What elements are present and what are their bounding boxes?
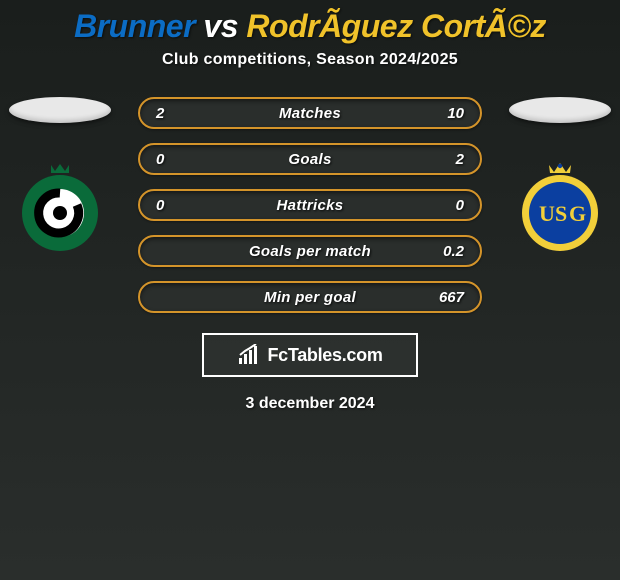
widget-root: Brunner vs RodrÃ­guez CortÃ©z Club compe… xyxy=(0,0,620,413)
stat-label: Min per goal xyxy=(264,289,356,306)
club-badge-left xyxy=(15,163,105,253)
stat-right-value: 0.2 xyxy=(434,243,464,260)
stat-label: Goals xyxy=(288,151,331,168)
stat-row: Min per goal 667 xyxy=(138,281,482,313)
stat-label: Matches xyxy=(279,105,341,122)
date-text: 3 december 2024 xyxy=(246,395,375,413)
stat-label: Goals per match xyxy=(249,243,371,260)
club-badge-right: U S G xyxy=(515,163,605,253)
stat-row: Goals per match 0.2 xyxy=(138,235,482,267)
bar-chart-icon xyxy=(237,344,261,366)
player1-photo-placeholder xyxy=(9,97,111,123)
svg-text:G: G xyxy=(569,201,586,226)
stat-right-value: 2 xyxy=(434,151,464,168)
stat-row: 0 Hattricks 0 xyxy=(138,189,482,221)
stat-right-value: 10 xyxy=(434,105,464,122)
left-side xyxy=(0,97,120,253)
svg-text:U: U xyxy=(539,201,555,226)
brand-text: FcTables.com xyxy=(267,345,382,366)
right-side: U S G xyxy=(500,97,620,253)
vs-text: vs xyxy=(195,8,246,44)
crown-icon xyxy=(51,164,69,173)
stat-left-value: 0 xyxy=(156,197,186,214)
player1-name: Brunner xyxy=(74,8,195,44)
stat-row: 2 Matches 10 xyxy=(138,97,482,129)
stat-right-value: 667 xyxy=(434,289,464,306)
svg-text:S: S xyxy=(555,201,567,226)
brand-box[interactable]: FcTables.com xyxy=(202,333,418,377)
stat-left-value: 0 xyxy=(156,151,186,168)
stats-area: 2 Matches 10 0 Goals 2 0 Hattricks 0 Goals per ma… xyxy=(0,97,620,313)
stats-column: 2 Matches 10 0 Goals 2 0 Hattricks 0 Goals per ma… xyxy=(120,97,500,313)
player2-name: RodrÃ­guez CortÃ©z xyxy=(246,8,546,44)
stat-row: 0 Goals 2 xyxy=(138,143,482,175)
stat-right-value: 0 xyxy=(434,197,464,214)
player2-photo-placeholder xyxy=(509,97,611,123)
stat-label: Hattricks xyxy=(277,197,344,214)
headline: Brunner vs RodrÃ­guez CortÃ©z xyxy=(74,8,546,45)
subtitle: Club competitions, Season 2024/2025 xyxy=(162,51,458,69)
crown-icon xyxy=(549,163,571,173)
stat-left-value: 2 xyxy=(156,105,186,122)
